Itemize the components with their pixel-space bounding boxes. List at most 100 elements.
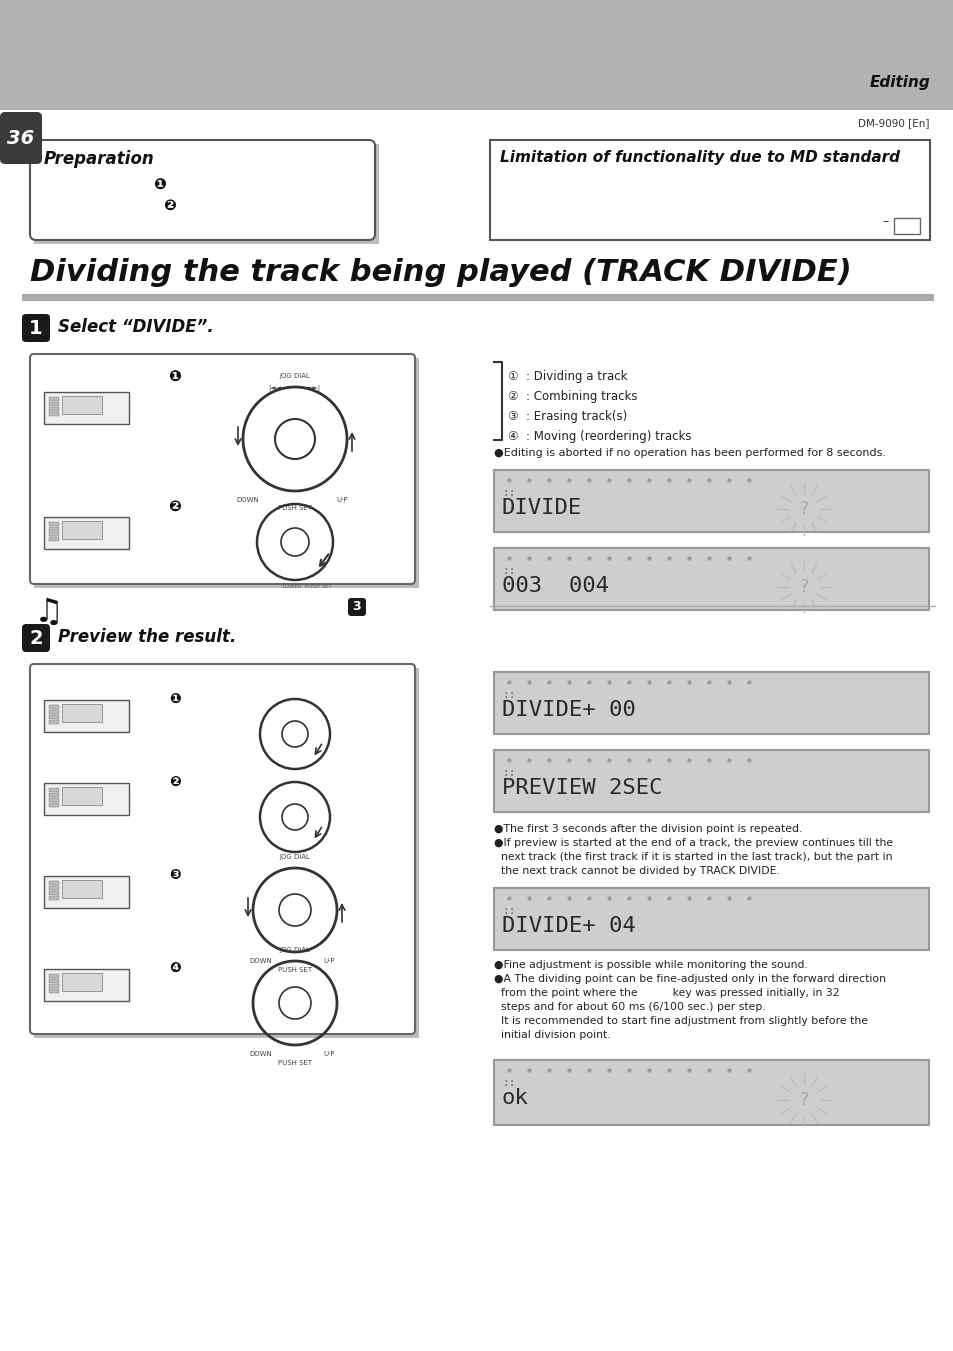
Bar <box>49 412 59 416</box>
FancyBboxPatch shape <box>22 624 50 653</box>
Bar <box>49 705 59 709</box>
Text: DIVIDE+ 00: DIVIDE+ 00 <box>501 700 635 720</box>
Text: Limitation of functionality due to MD standard: Limitation of functionality due to MD st… <box>499 150 899 165</box>
Bar <box>22 295 933 301</box>
Text: ok: ok <box>501 1088 528 1108</box>
Text: ❷: ❷ <box>169 775 181 789</box>
Text: ♫: ♫ <box>34 596 64 630</box>
Bar <box>44 969 129 1001</box>
Text: JOG DIAL: JOG DIAL <box>279 854 310 861</box>
Bar <box>49 532 59 536</box>
Text: DOWN: DOWN <box>250 958 273 965</box>
Text: ●Editing is aborted if no operation has been performed for 8 seconds.: ●Editing is aborted if no operation has … <box>494 449 885 458</box>
Bar <box>494 750 928 812</box>
Bar <box>44 784 129 815</box>
Text: JOG DIAL: JOG DIAL <box>279 947 310 952</box>
Text: DM-9090 [En]: DM-9090 [En] <box>858 118 929 128</box>
Text: ::: :: <box>501 767 515 778</box>
Text: PUSH SET: PUSH SET <box>305 584 332 589</box>
Text: PUSH SET: PUSH SET <box>277 505 312 511</box>
Bar <box>494 1061 928 1125</box>
Text: 1: 1 <box>30 319 43 338</box>
Text: ::: :: <box>501 690 515 700</box>
Text: Dividing the track being played (TRACK DIVIDE): Dividing the track being played (TRACK D… <box>30 258 851 286</box>
Bar <box>49 711 59 713</box>
Bar <box>49 974 59 978</box>
Text: 3: 3 <box>353 600 361 613</box>
Bar <box>34 145 378 245</box>
Bar <box>44 517 129 549</box>
Bar <box>494 671 928 734</box>
Bar <box>49 979 59 984</box>
Text: ?: ? <box>798 1092 808 1109</box>
FancyBboxPatch shape <box>30 663 415 1034</box>
Bar <box>49 793 59 797</box>
Text: Select “DIVIDE”.: Select “DIVIDE”. <box>58 317 213 336</box>
Bar <box>62 521 102 539</box>
Text: LOWER: LOWER <box>283 584 302 589</box>
Text: JOG DIAL: JOG DIAL <box>279 373 310 380</box>
Text: U·P: U·P <box>335 497 348 503</box>
Text: ❷: ❷ <box>169 499 181 513</box>
Bar <box>494 888 928 950</box>
Text: Editing: Editing <box>868 74 929 89</box>
Text: ●Fine adjustment is possible while monitoring the sound.: ●Fine adjustment is possible while monit… <box>494 961 807 970</box>
Text: Preview the result.: Preview the result. <box>58 628 236 646</box>
Text: ❶: ❶ <box>169 692 181 707</box>
Text: U·P: U·P <box>323 1051 335 1056</box>
Text: ④  : Moving (reordering) tracks: ④ : Moving (reordering) tracks <box>507 430 691 443</box>
Text: PREVIEW 2SEC: PREVIEW 2SEC <box>501 778 661 798</box>
FancyBboxPatch shape <box>348 598 366 616</box>
Text: ::: :: <box>501 907 515 916</box>
Text: DOWN: DOWN <box>236 497 259 503</box>
Bar <box>893 218 919 234</box>
Text: ?: ? <box>798 500 808 517</box>
Bar <box>44 392 129 424</box>
Bar <box>49 802 59 807</box>
Text: It is recommended to start fine adjustment from slightly before the: It is recommended to start fine adjustme… <box>494 1016 867 1025</box>
Bar <box>49 892 59 894</box>
Text: DIVIDE: DIVIDE <box>501 499 581 517</box>
Bar <box>62 704 102 721</box>
Text: ::: :: <box>501 1078 515 1088</box>
Text: ❹: ❹ <box>169 961 181 975</box>
FancyBboxPatch shape <box>30 141 375 240</box>
Bar <box>49 527 59 531</box>
FancyBboxPatch shape <box>30 354 415 584</box>
Bar <box>49 397 59 401</box>
Text: ❶: ❶ <box>153 178 166 193</box>
Bar <box>494 549 928 611</box>
Text: ::: :: <box>501 566 515 576</box>
Text: steps and for about 60 ms (6/100 sec.) per step.: steps and for about 60 ms (6/100 sec.) p… <box>494 1002 765 1012</box>
Bar <box>34 667 418 1038</box>
Text: ③  : Erasing track(s): ③ : Erasing track(s) <box>507 409 626 423</box>
Text: ❶: ❶ <box>169 370 181 385</box>
Text: ❷: ❷ <box>163 199 176 213</box>
Text: DIVIDE+ 04: DIVIDE+ 04 <box>501 916 635 936</box>
Text: ●The first 3 seconds after the division point is repeated.: ●The first 3 seconds after the division … <box>494 824 801 834</box>
Text: ►►|: ►►| <box>308 385 321 392</box>
Bar <box>49 720 59 724</box>
Text: the next track cannot be divided by TRACK DIVIDE.: the next track cannot be divided by TRAC… <box>494 866 779 875</box>
Bar <box>49 886 59 890</box>
Bar <box>62 788 102 805</box>
Bar <box>49 536 59 540</box>
Text: ●If preview is started at the end of a track, the preview continues till the: ●If preview is started at the end of a t… <box>494 838 892 848</box>
Text: ①  : Dividing a track: ① : Dividing a track <box>507 370 627 382</box>
Text: from the point where the          key was pressed initially, in 32: from the point where the key was pressed… <box>494 988 839 998</box>
Bar <box>490 141 929 240</box>
Bar <box>49 989 59 993</box>
Text: 36: 36 <box>8 128 34 147</box>
Bar <box>62 880 102 898</box>
Bar <box>49 798 59 802</box>
Text: PUSH SET: PUSH SET <box>277 967 312 973</box>
Text: initial division point.: initial division point. <box>494 1029 610 1040</box>
FancyBboxPatch shape <box>22 313 50 342</box>
Text: 2: 2 <box>30 628 43 647</box>
Text: ::: :: <box>501 488 515 499</box>
Text: –: – <box>882 216 887 228</box>
Bar <box>49 407 59 411</box>
Bar <box>44 875 129 908</box>
Bar <box>62 973 102 992</box>
FancyBboxPatch shape <box>0 112 42 163</box>
